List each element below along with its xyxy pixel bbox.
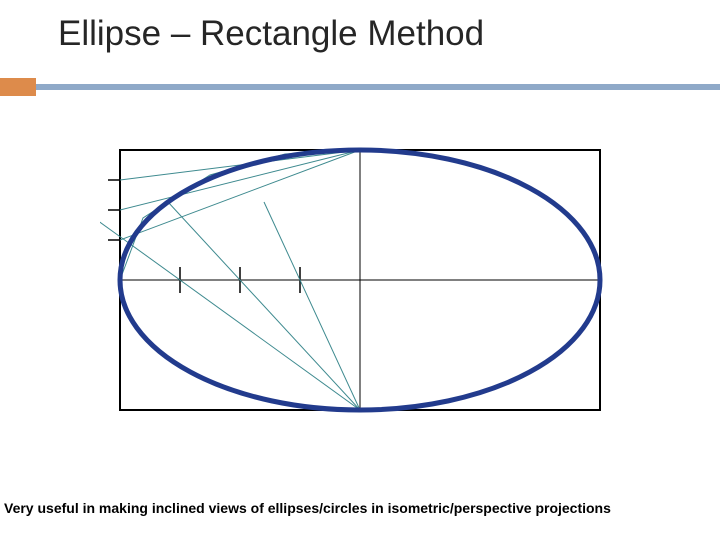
slide: Ellipse – Rectangle Method Very useful i… bbox=[0, 0, 720, 540]
accent-block bbox=[0, 78, 36, 96]
title-text: Ellipse – Rectangle Method bbox=[58, 14, 484, 53]
accent-line bbox=[36, 84, 720, 90]
page-title: Ellipse – Rectangle Method bbox=[58, 14, 484, 54]
diagram-svg bbox=[100, 140, 620, 440]
caption-text: Very useful in making inclined views of … bbox=[4, 500, 611, 516]
ellipse-rectangle-diagram bbox=[100, 140, 620, 440]
caption: Very useful in making inclined views of … bbox=[0, 500, 720, 516]
